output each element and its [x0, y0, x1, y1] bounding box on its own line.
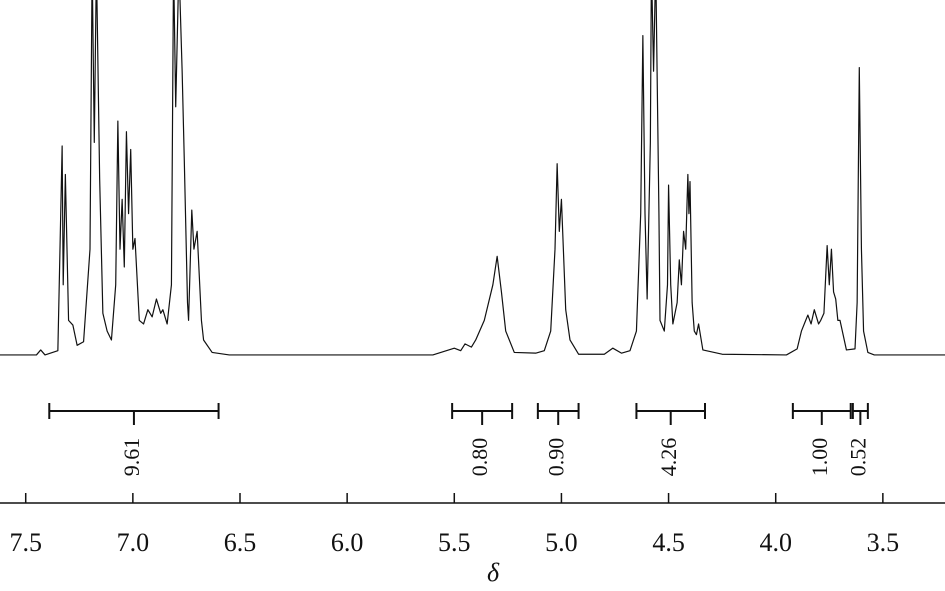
spectrum-line — [0, 0, 945, 356]
x-tick-label: 6.0 — [331, 528, 364, 557]
x-tick-label: 7.5 — [9, 528, 42, 557]
integral-label: 0.80 — [467, 438, 492, 477]
plot-area — [0, 0, 945, 356]
integral-label: 4.26 — [656, 438, 681, 477]
x-tick-label: 5.0 — [545, 528, 578, 557]
x-axis-label: δ — [487, 558, 500, 587]
x-tick-label: 7.0 — [117, 528, 150, 557]
x-tick-label: 5.5 — [438, 528, 471, 557]
integral-bracket — [635, 403, 706, 425]
integral-bracket — [851, 403, 869, 425]
x-tick-label: 3.5 — [867, 528, 900, 557]
integral-label: 0.52 — [845, 438, 870, 477]
x-tick-label: 4.0 — [759, 528, 792, 557]
integral-label: 1.00 — [807, 438, 832, 477]
x-tick-label: 6.5 — [224, 528, 257, 557]
x-tick-label: 4.5 — [652, 528, 685, 557]
integral-label: 9.61 — [119, 438, 144, 477]
integral-bracket — [536, 403, 580, 425]
integral-bracket — [48, 403, 220, 425]
integral-label: 0.90 — [543, 438, 568, 477]
integral-bracket — [451, 403, 514, 425]
integral-bracket — [791, 403, 852, 425]
